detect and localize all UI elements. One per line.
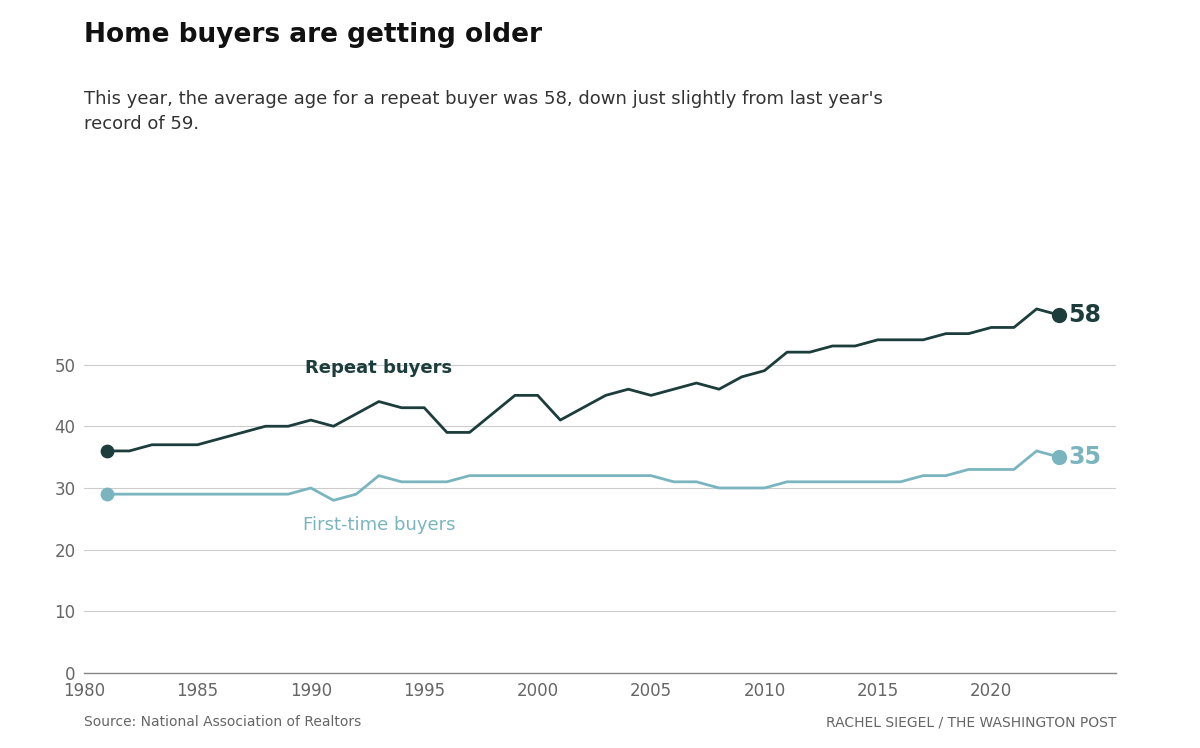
- Point: [97, 445, 116, 457]
- Text: 35: 35: [1068, 445, 1102, 469]
- Point: [97, 488, 116, 500]
- Point: [1050, 309, 1069, 321]
- Text: Repeat buyers: Repeat buyers: [305, 359, 452, 377]
- Point: [1050, 451, 1069, 463]
- Text: 58: 58: [1068, 303, 1102, 327]
- Text: Source: National Association of Realtors: Source: National Association of Realtors: [84, 715, 361, 729]
- Text: RACHEL SIEGEL / THE WASHINGTON POST: RACHEL SIEGEL / THE WASHINGTON POST: [826, 715, 1116, 729]
- Text: Home buyers are getting older: Home buyers are getting older: [84, 22, 542, 49]
- Text: This year, the average age for a repeat buyer was 58, down just slightly from la: This year, the average age for a repeat …: [84, 90, 883, 132]
- Text: First-time buyers: First-time buyers: [302, 516, 455, 534]
